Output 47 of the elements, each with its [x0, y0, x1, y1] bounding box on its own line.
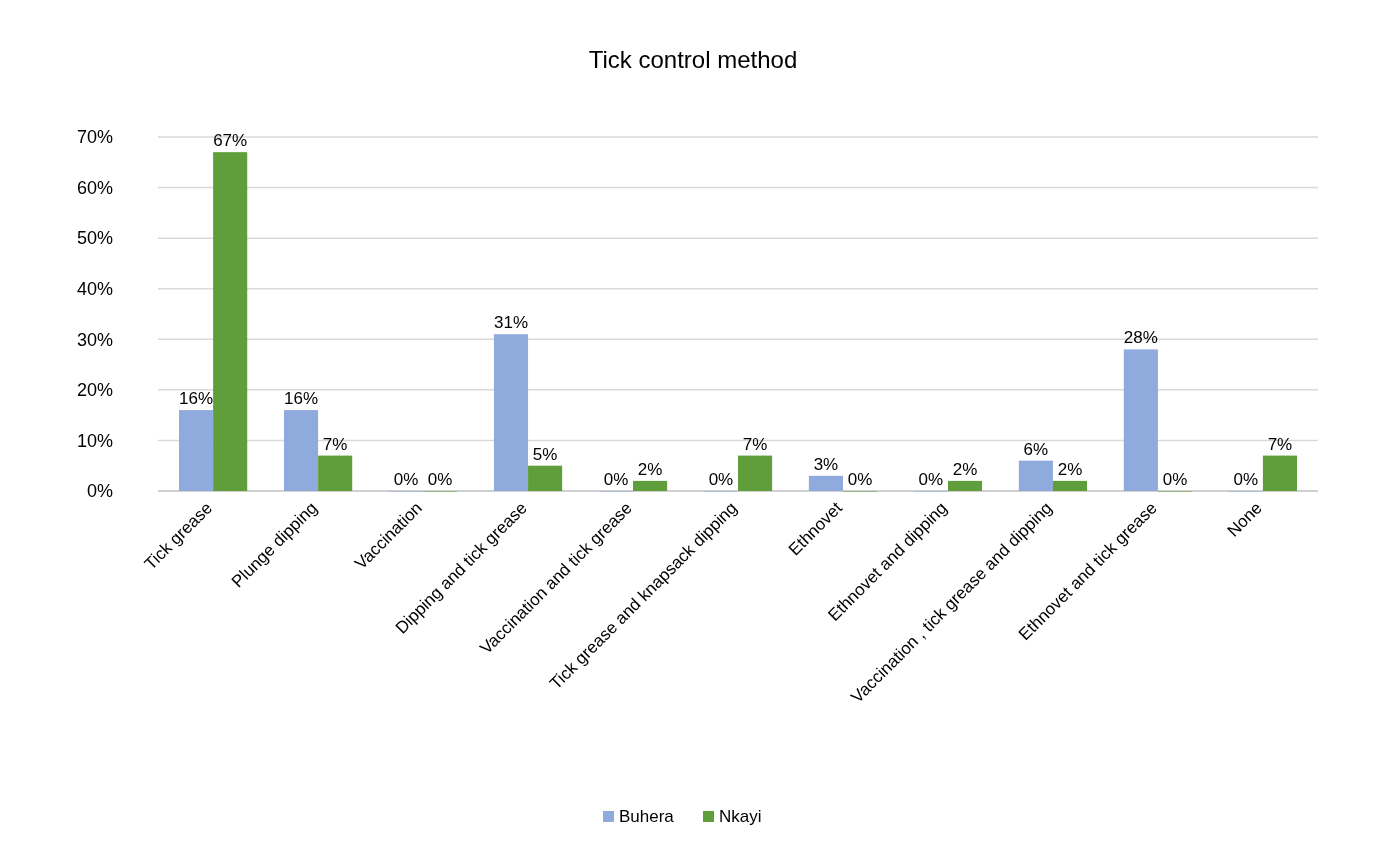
bar	[283, 410, 319, 491]
bar	[633, 480, 668, 491]
data-label: 0%	[1162, 470, 1188, 489]
data-label: 16%	[284, 389, 319, 409]
bar	[213, 152, 248, 491]
bar	[947, 480, 983, 491]
data-label: 0%	[603, 470, 629, 489]
bar	[493, 334, 529, 491]
data-label: 7%	[742, 434, 768, 454]
bar	[808, 475, 843, 491]
bar	[318, 455, 353, 491]
data-label: 7%	[1267, 434, 1293, 454]
y-tick-label: 0%	[86, 481, 113, 502]
bar	[1052, 480, 1088, 491]
legend-label: Buhera	[619, 807, 675, 826]
data-label: 0%	[427, 470, 453, 489]
y-tick-label: 60%	[76, 177, 113, 198]
bar	[1123, 349, 1158, 491]
bar	[528, 465, 563, 491]
data-label: 0%	[918, 470, 944, 489]
y-tick-label: 70%	[76, 127, 113, 148]
bar	[738, 455, 773, 491]
data-label: 3%	[813, 454, 839, 474]
data-label: 0%	[708, 470, 734, 489]
bar	[1018, 460, 1053, 491]
legend-label: Nkayi	[719, 807, 762, 826]
data-label: 2%	[952, 459, 978, 479]
bar	[179, 410, 214, 491]
chart-title: Tick control method	[588, 46, 798, 73]
data-label: 5%	[532, 444, 558, 464]
data-label: 28%	[1123, 328, 1158, 348]
y-tick-label: 50%	[76, 228, 113, 249]
data-label: 6%	[1023, 439, 1049, 459]
data-label: 0%	[1233, 470, 1259, 489]
data-label: 0%	[393, 470, 419, 489]
data-label: 31%	[493, 313, 528, 333]
y-tick-label: 20%	[76, 380, 113, 401]
data-label: 67%	[213, 131, 248, 151]
data-label: 2%	[1057, 459, 1083, 479]
y-tick-label: 10%	[76, 430, 113, 451]
data-label: 2%	[637, 459, 663, 479]
data-label: 16%	[179, 389, 214, 409]
y-tick-label: 40%	[76, 279, 113, 300]
y-tick-label: 30%	[76, 329, 113, 350]
data-label: 7%	[322, 434, 348, 454]
bar	[1262, 455, 1298, 491]
data-label: 0%	[847, 470, 873, 489]
